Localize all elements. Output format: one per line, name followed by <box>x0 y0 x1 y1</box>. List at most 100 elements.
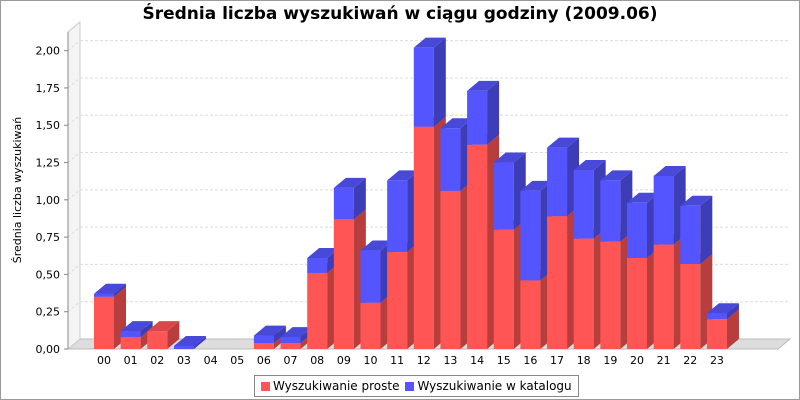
bar-catalog-12-side <box>433 37 446 127</box>
bar-catalog-00-front <box>94 293 114 297</box>
chart-title: Średnia liczba wyszukiwań w ciągu godzin… <box>142 4 658 24</box>
bar-catalog-07-front <box>280 337 301 344</box>
bar-catalog-03 <box>173 336 206 349</box>
y-tick-label: 1,25 <box>36 157 61 170</box>
bar-catalog-07-top <box>280 327 313 338</box>
bar-catalog-08 <box>307 248 340 273</box>
x-tick-label: 09 <box>337 354 351 367</box>
gridline-wall <box>67 40 81 52</box>
bar-simple-18-front <box>573 238 594 349</box>
x-tick-label: 14 <box>470 354 484 367</box>
bar-catalog-12-top <box>413 37 446 48</box>
legend-item-simple: Wyszukiwanie proste <box>261 379 399 393</box>
bar-simple-17-front <box>547 216 568 349</box>
bar-catalog-20-top <box>627 192 659 203</box>
legend-label-catalog: Wyszukiwanie w katalogu <box>417 379 572 393</box>
bar-simple-14-front <box>467 144 488 349</box>
x-tick-label: 21 <box>657 354 671 367</box>
bar-catalog-23-top <box>706 303 739 314</box>
x-tick-label: 07 <box>284 354 298 367</box>
bar-catalog-11-top <box>387 170 420 181</box>
bar-catalog-03-side <box>193 336 206 349</box>
bar-catalog-09 <box>333 177 366 220</box>
bar-catalog-14-top <box>467 80 500 91</box>
bar-catalog-16-front <box>520 190 541 281</box>
bar-catalog-06-top <box>253 325 286 336</box>
x-tick-label: 04 <box>204 354 218 367</box>
bar-catalog-10-front <box>360 250 381 303</box>
bar-catalog-12 <box>413 37 446 127</box>
bar-catalog-21-top <box>653 165 686 176</box>
bar-catalog-09-front <box>333 187 354 220</box>
bar-catalog-01-front <box>120 331 141 338</box>
bar-simple-07-front <box>280 343 301 349</box>
x-tick-label: 15 <box>497 354 511 367</box>
legend-item-catalog: Wyszukiwanie w katalogu <box>405 379 572 393</box>
x-tick-label: 03 <box>177 354 191 367</box>
bar-catalog-23-side <box>726 303 739 320</box>
x-tick-label: 12 <box>417 354 431 367</box>
legend-label-simple: Wyszukiwanie proste <box>273 379 400 393</box>
x-tick-label: 23 <box>710 354 724 367</box>
bar-simple-10-front <box>360 302 381 349</box>
bar-catalog-00-side <box>114 283 126 297</box>
y-tick-label: 0,00 <box>36 343 61 356</box>
x-tick-label: 11 <box>390 354 404 367</box>
bar-catalog-09-side <box>353 177 366 220</box>
bar-simple-09-front <box>333 219 354 349</box>
x-tick-label: 22 <box>683 354 697 367</box>
x-tick-label: 00 <box>97 354 111 367</box>
bar-simple-12-front <box>413 126 434 350</box>
bar-catalog-14 <box>467 80 500 145</box>
bar-simple-22-front <box>680 263 701 349</box>
bars-group <box>94 37 739 350</box>
bar-simple-11-front <box>387 252 408 349</box>
x-tick-label: 13 <box>443 354 457 367</box>
bar-simple-00-front <box>94 296 114 349</box>
bar-catalog-21-front <box>653 175 674 245</box>
bar-catalog-22-front <box>680 205 701 264</box>
bar-catalog-18-front <box>573 169 594 239</box>
bar-catalog-08-top <box>307 248 340 259</box>
bar-catalog-18-top <box>573 159 606 170</box>
bar-catalog-17 <box>547 137 580 217</box>
axes-group: 0,00 0,25 0,50 0,75 1,00 1,25 1,50 1,75 2,00 00 01… <box>36 32 724 367</box>
bar-catalog-00 <box>94 283 126 297</box>
bar-catalog-11-front <box>387 180 408 253</box>
y-tick-label: 0,25 <box>36 306 61 319</box>
bar-catalog-06-side <box>273 325 286 344</box>
bar-catalog-08-front <box>307 258 328 273</box>
bar-catalog-13-front <box>440 128 461 191</box>
bar-simple-01-front <box>120 337 141 349</box>
y-tick-label: 1,75 <box>36 82 61 95</box>
bar-catalog-16-top <box>520 180 553 191</box>
y-tick-label: 0,75 <box>36 231 61 244</box>
gridline-wall <box>67 301 81 313</box>
legend-swatch-catalog <box>405 381 415 391</box>
x-tick-label: 20 <box>630 354 644 367</box>
gridline-wall <box>67 189 81 201</box>
bar-catalog-19-front <box>600 180 621 242</box>
y-tick-label: 2,00 <box>36 45 61 58</box>
bar-simple-19-front <box>600 241 621 349</box>
bar-catalog-15-top <box>493 152 526 163</box>
chart-left-wall <box>67 20 81 351</box>
bar-catalog-03-front <box>173 346 194 349</box>
bar-catalog-12-front <box>413 47 434 127</box>
y-tick-label: 0,50 <box>36 268 61 281</box>
bar-catalog-22 <box>680 195 713 264</box>
bar-catalog-20-front <box>627 202 647 259</box>
bar-catalog-10-top <box>360 240 393 251</box>
gridline-wall <box>67 152 81 163</box>
bar-catalog-03-top <box>173 336 206 347</box>
x-tick-label: 05 <box>230 354 244 367</box>
bar-catalog-06 <box>253 325 286 344</box>
bar-catalog-23 <box>706 303 739 320</box>
bar-simple-02-front <box>147 331 168 349</box>
legend: Wyszukiwanie proste Wyszukiwanie w katal… <box>254 375 579 397</box>
bar-catalog-15-front <box>493 162 514 230</box>
bar-simple-13-front <box>440 190 461 349</box>
bar-catalog-14-front <box>467 90 488 145</box>
bar-catalog-15 <box>493 152 526 230</box>
